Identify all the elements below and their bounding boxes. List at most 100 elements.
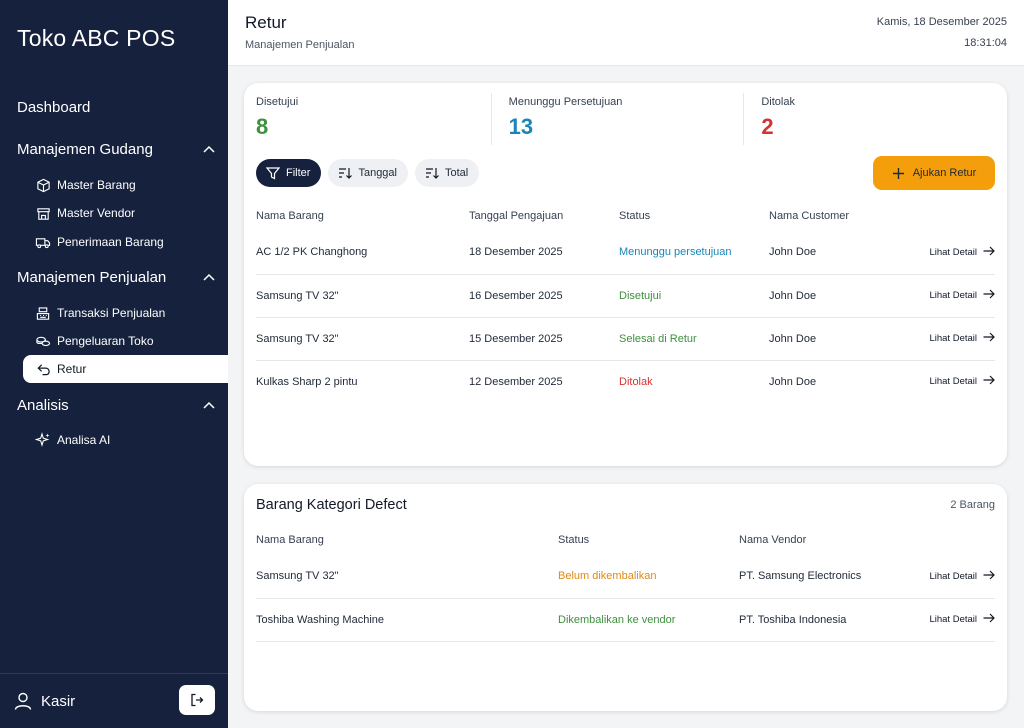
app-brand: Toko ABC POS bbox=[17, 25, 176, 51]
arrow-right-icon bbox=[983, 375, 995, 388]
table-toolbar: Filter Tanggal Total bbox=[256, 159, 480, 187]
arrow-right-icon bbox=[983, 289, 995, 302]
sidebar-item-label: Analisa AI bbox=[57, 433, 111, 447]
filter-label: Filter bbox=[286, 167, 311, 179]
table-row: Samsung TV 32" 16 Desember 2025 Disetuju… bbox=[256, 274, 995, 318]
table-row: Samsung TV 32" Belum dikembalikan PT. Sa… bbox=[256, 555, 995, 599]
cell-vendor: PT. Toshiba Indonesia bbox=[739, 598, 919, 642]
ajukan-retur-button[interactable]: Ajukan Retur bbox=[873, 156, 995, 190]
stat-value: 13 bbox=[508, 114, 534, 139]
sidebar-section-analisis[interactable]: Analisis bbox=[17, 397, 216, 414]
sidebar-section-manajemen-penjualan[interactable]: Manajemen Penjualan bbox=[17, 269, 216, 286]
sidebar-item-dashboard[interactable]: Dashboard bbox=[17, 99, 91, 116]
returns-card: Disetujui 8 Menunggu Persetujuan 13 Dito… bbox=[244, 83, 1007, 466]
cell-item: AC 1/2 PK Changhong bbox=[256, 231, 469, 275]
table-row: AC 1/2 PK Changhong 18 Desember 2025 Men… bbox=[256, 231, 995, 275]
cell-status: Dikembalikan ke vendor bbox=[558, 598, 739, 642]
coins-icon bbox=[35, 333, 51, 349]
lihat-detail-label: Lihat Detail bbox=[929, 333, 977, 345]
cell-customer: John Doe bbox=[769, 375, 817, 388]
sidebar-section-label: Analisis bbox=[17, 397, 69, 414]
defect-title: Barang Kategori Defect bbox=[256, 497, 407, 513]
sort-total-button[interactable]: Total bbox=[415, 159, 480, 187]
truck-icon bbox=[35, 234, 51, 250]
stat-approved: Disetujui 8 bbox=[256, 93, 491, 145]
cell-date: 18 Desember 2025 bbox=[469, 231, 619, 275]
user-icon bbox=[14, 692, 32, 710]
sidebar-item-analisa-ai[interactable]: Analisa AI bbox=[23, 426, 228, 454]
sidebar-item-transaksi-penjualan[interactable]: Transaksi Penjualan bbox=[23, 299, 228, 327]
page-title: Retur bbox=[245, 13, 287, 32]
sidebar-item-pengeluaran-toko[interactable]: Pengeluaran Toko bbox=[23, 327, 228, 355]
lihat-detail-label: Lihat Detail bbox=[929, 290, 977, 302]
lihat-detail-link[interactable]: Lihat Detail bbox=[919, 360, 995, 403]
lihat-detail-link[interactable]: Lihat Detail bbox=[919, 274, 995, 318]
sidebar-item-label: Retur bbox=[57, 362, 87, 376]
defect-table: Nama Barang Status Nama Vendor Samsung T… bbox=[256, 525, 995, 642]
sidebar-item-label: Transaksi Penjualan bbox=[57, 306, 166, 320]
logout-button[interactable] bbox=[179, 685, 215, 715]
sort-date-button[interactable]: Tanggal bbox=[328, 159, 408, 187]
cell-date: 12 Desember 2025 bbox=[469, 375, 563, 388]
chevron-up-icon bbox=[203, 273, 215, 281]
page-subtitle: Manajemen Penjualan bbox=[245, 39, 355, 51]
lihat-detail-label: Lihat Detail bbox=[929, 614, 977, 626]
sort-icon bbox=[426, 168, 439, 179]
sidebar-section-manajemen-gudang[interactable]: Manajemen Gudang bbox=[17, 141, 216, 158]
stat-value: 8 bbox=[256, 114, 269, 139]
table-header-row: Nama Barang Status Nama Vendor bbox=[256, 525, 995, 555]
sidebar-item-retur[interactable]: Retur bbox=[23, 355, 228, 383]
sidebar: Toko ABC POS Dashboard Manajemen Gudang … bbox=[0, 0, 228, 728]
sidebar-section-label: Manajemen Gudang bbox=[17, 141, 153, 158]
stat-label: Ditolak bbox=[761, 96, 795, 108]
page-header: Retur Manajemen Penjualan Kamis, 18 Dese… bbox=[228, 0, 1024, 66]
cell-status: Belum dikembalikan bbox=[558, 555, 739, 599]
filter-button[interactable]: Filter bbox=[256, 159, 322, 187]
user-profile[interactable]: Kasir bbox=[13, 691, 75, 711]
logout-icon bbox=[191, 693, 204, 707]
cell-item: Samsung TV 32" bbox=[256, 274, 469, 318]
header-time: 18:31:04 bbox=[964, 37, 1007, 49]
cell-item: Toshiba Washing Machine bbox=[256, 598, 558, 642]
stat-pending: Menunggu Persetujuan 13 bbox=[490, 93, 744, 145]
lihat-detail-link[interactable]: Lihat Detail bbox=[919, 317, 995, 361]
sidebar-item-penerimaan-barang[interactable]: Penerimaan Barang bbox=[23, 228, 228, 256]
lihat-detail-link[interactable]: Lihat Detail bbox=[919, 598, 995, 642]
store-icon bbox=[35, 205, 51, 221]
return-arrow-icon bbox=[35, 361, 51, 377]
cell-customer: John Doe bbox=[769, 231, 919, 275]
cell-customer: John Doe bbox=[769, 274, 919, 318]
cell-item: Samsung TV 32" bbox=[256, 317, 469, 361]
stat-label: Menunggu Persetujuan bbox=[508, 96, 623, 108]
sort-icon bbox=[339, 168, 353, 179]
stat-value: 2 bbox=[761, 114, 774, 139]
defect-card: Barang Kategori Defect 2 Barang Nama Bar… bbox=[244, 484, 1007, 711]
cell-item: Samsung TV 32" bbox=[256, 555, 558, 599]
sidebar-item-master-vendor[interactable]: Master Vendor bbox=[23, 199, 228, 227]
defect-count: 2 Barang bbox=[950, 499, 995, 511]
header-date: Kamis, 18 Desember 2025 bbox=[876, 16, 1007, 28]
ajukan-retur-label: Ajukan Retur bbox=[912, 167, 977, 179]
chevron-up-icon bbox=[203, 145, 215, 153]
chevron-up-icon bbox=[203, 401, 215, 409]
sidebar-item-label: Pengeluaran Toko bbox=[57, 334, 154, 348]
sparkles-icon bbox=[35, 432, 51, 448]
table-row: Toshiba Washing Machine Dikembalikan ke … bbox=[256, 598, 995, 642]
table-header-row: Nama Barang Tanggal Pengajuan Status Nam… bbox=[256, 201, 995, 231]
arrow-right-icon bbox=[983, 332, 995, 345]
sidebar-item-label: Master Vendor bbox=[57, 206, 136, 220]
table-row: Kulkas Sharp 2 pintu 12 Desember 2025 Di… bbox=[256, 360, 995, 403]
column-header-empty bbox=[919, 201, 995, 231]
cell-status: Disetujui bbox=[619, 274, 769, 318]
column-header: Status bbox=[619, 210, 651, 222]
column-header-empty bbox=[919, 525, 995, 555]
lihat-detail-link[interactable]: Lihat Detail bbox=[919, 231, 995, 275]
lihat-detail-link[interactable]: Lihat Detail bbox=[919, 555, 995, 599]
arrow-right-icon bbox=[983, 570, 995, 583]
sort-date-label: Tanggal bbox=[358, 167, 397, 179]
column-header: Nama Vendor bbox=[739, 534, 807, 546]
cash-register-icon bbox=[35, 305, 51, 321]
sidebar-item-master-barang[interactable]: Master Barang bbox=[23, 171, 228, 199]
column-header: Tanggal Pengajuan bbox=[469, 210, 564, 222]
plus-icon bbox=[892, 167, 904, 179]
